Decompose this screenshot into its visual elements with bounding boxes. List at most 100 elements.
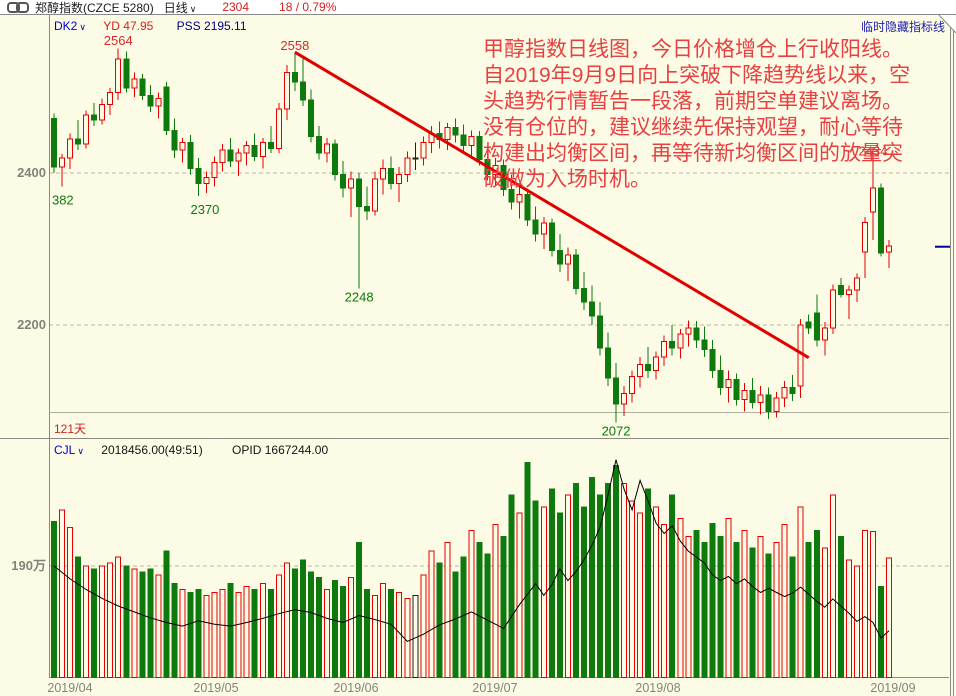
candle (837, 284, 844, 296)
swing-labels: 2564 2558 382 2370 2248 2072 2434 (52, 33, 887, 439)
annotation-line: 自2019年9月9日向上突破下降趋势线以来，空 (483, 64, 911, 87)
candle (629, 376, 636, 394)
volume-bar (179, 589, 186, 678)
candle (99, 104, 106, 121)
volume-bar (669, 494, 676, 678)
volume-bar (548, 488, 555, 679)
annotation-line: 甲醇指数日线图，今日价格增仓上行收阳线。 (483, 38, 903, 61)
volume-bar (123, 565, 130, 679)
candle (661, 341, 668, 358)
cjl-dropdown[interactable]: CJL ∨ (54, 443, 84, 457)
volume-bar (709, 522, 716, 678)
candle (179, 142, 186, 151)
tick-label: 2019/07 (472, 681, 517, 695)
volume-bar (685, 535, 692, 679)
candle (637, 364, 644, 378)
period-dropdown[interactable]: 日线 ∨ (164, 0, 197, 16)
candle (203, 177, 210, 185)
candle (548, 222, 555, 252)
volume-bar (275, 574, 282, 678)
chevron-down-icon: ∨ (77, 446, 84, 456)
chevron-down-icon: ∨ (189, 3, 197, 14)
candle (139, 78, 146, 96)
candle (516, 193, 523, 203)
candle (332, 143, 339, 176)
candle (869, 187, 876, 213)
volume-bar (500, 535, 507, 679)
instrument-title: 郑醇指数(CZCE 5280) (35, 0, 154, 15)
candle (717, 370, 724, 388)
candle (195, 167, 202, 185)
candle (147, 94, 154, 107)
cjl-value: 2018456.00(49:51) (101, 443, 203, 457)
candle (107, 91, 114, 106)
volume-bar (323, 589, 330, 678)
candle (115, 58, 122, 93)
hide-indicator-button[interactable]: 临时隐藏指标线 (860, 20, 945, 34)
dk2-yd-value: YD 47.95 (103, 19, 154, 33)
tick-label: 2019/05 (193, 681, 238, 695)
dk2-dropdown[interactable]: DK2 ∨ (54, 19, 86, 33)
volume-bar (653, 506, 660, 678)
volume-bar (115, 556, 122, 678)
volume-bar (195, 589, 202, 678)
swing-price-label: 2558 (280, 38, 309, 53)
candle (460, 134, 467, 147)
volume-bar (91, 568, 98, 678)
volume-bar (886, 557, 893, 678)
volume-bar (307, 571, 314, 678)
volume-bar (163, 550, 170, 679)
annotation-line: 没有仓位的，建议继续先保持观望，耐心等待 (483, 116, 903, 139)
volume-bar (629, 500, 636, 678)
volume-bar (821, 547, 828, 679)
volume-bar (757, 535, 764, 679)
volume-bar (861, 530, 868, 678)
candle (291, 72, 298, 83)
candle (51, 117, 57, 168)
volume-bar (476, 541, 483, 678)
dk2-label: DK2 (54, 19, 78, 33)
volume-bar (388, 589, 395, 678)
volume-bar (187, 591, 194, 679)
swing-price-label: 2072 (602, 423, 631, 438)
candle (340, 174, 347, 189)
annotation-line: 头趋势行情暂告一段落，前期空单建议离场。 (483, 90, 903, 113)
candle (83, 114, 90, 145)
candle (315, 136, 322, 154)
volume-bar (139, 571, 146, 678)
candle (845, 289, 852, 296)
volume-bar (516, 512, 523, 678)
volume-bar (107, 562, 114, 679)
candle (532, 219, 539, 235)
candle (235, 152, 242, 162)
gridlines (49, 172, 949, 567)
volume-bar (428, 550, 435, 679)
volume-bar (227, 583, 234, 678)
volume-bar (243, 586, 250, 678)
volume-bar (765, 553, 772, 678)
link-icon[interactable] (7, 1, 29, 13)
volume-bar (741, 530, 748, 678)
opid-value: OPID 1667244.00 (232, 443, 329, 457)
candle (861, 221, 868, 253)
volume-bar (572, 482, 579, 678)
volume-bar (524, 462, 531, 678)
dk2-pss-value: PSS 2195.11 (176, 19, 247, 33)
candle (709, 348, 716, 372)
volume-bar (83, 565, 90, 679)
volume-bar (364, 589, 371, 678)
volume-bar (251, 589, 258, 678)
candle (757, 394, 764, 404)
volume-bar (492, 524, 499, 678)
chevron-down-icon: ∨ (79, 22, 86, 32)
candle (275, 108, 282, 150)
volume-bar (219, 589, 226, 678)
candle (452, 126, 459, 136)
candle (283, 72, 290, 110)
volume-bar (444, 541, 451, 678)
volume-bar (829, 494, 836, 678)
annotation-line: 构建出均衡区间，再等待新均衡区间的放量突 (483, 142, 903, 165)
candle (259, 142, 266, 157)
candle (251, 145, 258, 157)
